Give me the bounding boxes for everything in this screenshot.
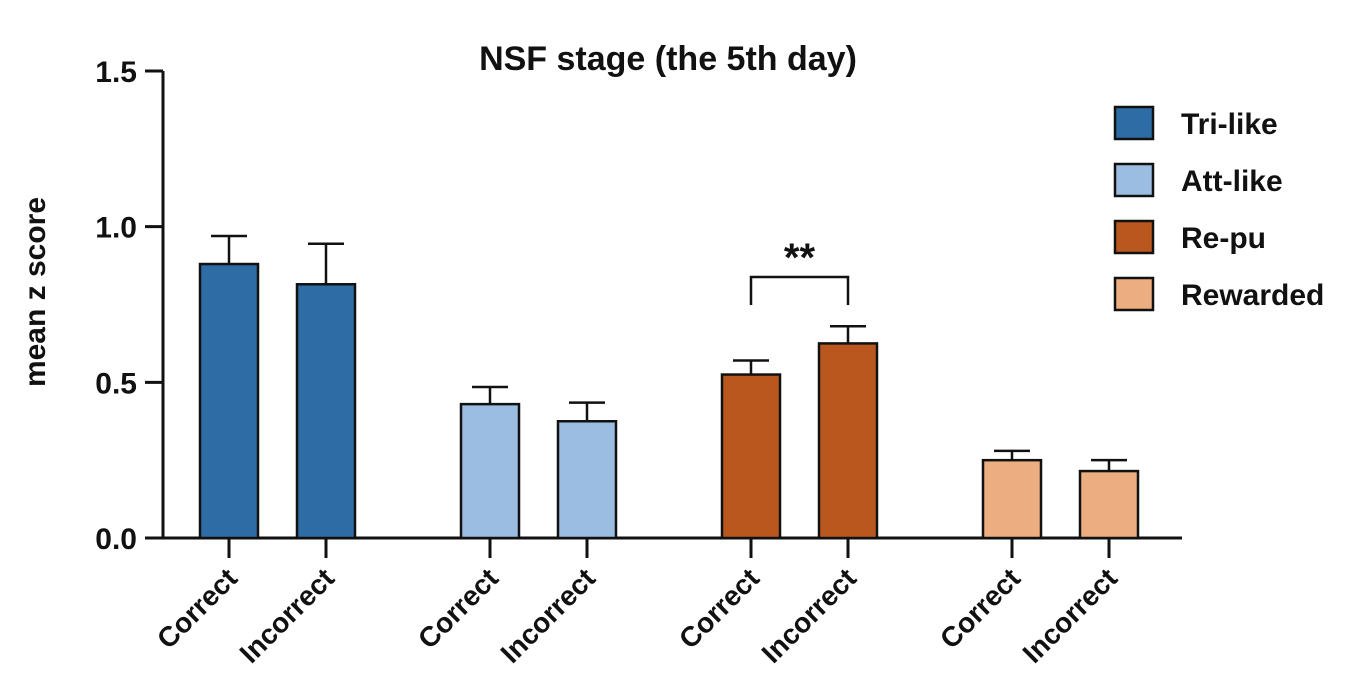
legend-swatch-re-pu	[1113, 219, 1155, 255]
y-tick-label: 0.5	[95, 367, 137, 400]
x-tick-label: Correct	[151, 562, 243, 654]
y-tick-label: 1.0	[95, 212, 137, 245]
legend-swatch-rewarded	[1113, 276, 1155, 312]
bar-tri-like-correct	[198, 262, 260, 540]
bar-re-pu-incorrect	[817, 342, 879, 540]
legend-swatch-tri-like	[1113, 105, 1155, 141]
legend-label: Re-pu	[1181, 222, 1266, 255]
bar-rewarded-incorrect	[1078, 469, 1140, 540]
significance-label: **	[784, 236, 816, 280]
bar-tri-like-incorrect	[295, 283, 357, 540]
legend: Tri-like Att-like Re-pu Rewarded	[1113, 105, 1324, 312]
significance-bracket	[749, 275, 850, 305]
chart-title: NSF stage (the 5th day)	[479, 40, 857, 78]
bar-re-pu-correct	[720, 373, 782, 540]
x-tick-label: Correct	[412, 562, 504, 654]
x-tick-label: Incorrect	[495, 562, 602, 669]
y-axis-label: mean z score	[19, 197, 52, 387]
bar-att-like-correct	[459, 402, 521, 540]
legend-label: Att-like	[1181, 165, 1283, 198]
y-tick-label: 1.5	[95, 56, 137, 89]
x-tick-label: Correct	[934, 562, 1026, 654]
bar-rewarded-correct	[981, 458, 1043, 540]
bar-att-like-incorrect	[556, 420, 618, 540]
legend-label: Tri-like	[1181, 108, 1278, 141]
x-tick-label: Correct	[673, 562, 765, 654]
significance-annotation: **	[749, 236, 850, 305]
x-tick-label: Incorrect	[234, 562, 341, 669]
x-tick-label: Incorrect	[756, 562, 863, 669]
legend-swatch-att-like	[1113, 162, 1155, 198]
x-tick-label: Incorrect	[1017, 562, 1124, 669]
axes: 0.0 0.5 1.0 1.5	[95, 56, 1182, 556]
bars	[198, 234, 1140, 540]
legend-label: Rewarded	[1181, 279, 1324, 312]
y-tick-label: 0.0	[95, 523, 137, 556]
